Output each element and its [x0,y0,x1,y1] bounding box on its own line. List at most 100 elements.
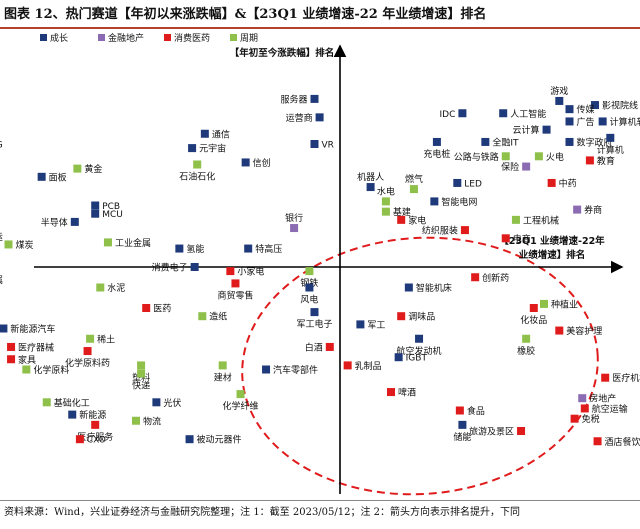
data-point [7,355,16,364]
legend-swatch [164,34,171,41]
data-point [565,117,574,126]
data-point-label: 公路与铁路 [454,151,499,163]
data-point [310,308,319,317]
data-point-label: 家具 [18,354,36,366]
data-point-label: 有色金属 [0,274,3,286]
source-note: 资料来源：Wind，兴业证券经济与金融研究院整理；注 1：截至 2023/05/… [4,507,521,518]
data-point [565,137,574,146]
data-point [290,224,299,233]
data-point [218,361,227,370]
data-point [37,172,46,181]
data-point-label: 影视院线 [602,100,638,112]
data-point [458,420,467,429]
data-point [522,162,531,171]
data-point [198,312,207,321]
data-point [70,217,79,226]
data-point-label: 消费电子 [152,262,188,274]
data-point-label: 物流 [143,415,161,427]
data-point-label: 智能电网 [441,196,477,208]
data-point-label: 橡胶 [517,345,535,357]
legend-label: 成长 [50,32,68,44]
data-point-label: 乳制品 [355,360,382,372]
data-point-label: 教育 [597,155,615,167]
data-point-label: 化学原料药 [65,357,110,369]
data-point-label: 化学纤维 [223,400,259,412]
data-point [152,398,161,407]
data-point [511,215,520,224]
figure-title: 图表 12、热门赛道【年初以来涨跌幅】&【23Q1 业绩增速-22 年业绩增速】… [4,7,487,22]
data-point [591,101,599,110]
chart-legend: 成长 金融地产 消费医药 周期 [40,32,258,44]
source-rule [0,500,640,501]
data-point-label: 化学原料 [33,364,69,376]
scatter-chart: 成长 金融地产 消费医药 周期 【年初至今涨跌幅】排名 【23Q1 业绩增速-22年 … [0,32,640,496]
data-point [570,414,579,423]
data-point [75,435,84,444]
data-point-label: 计算机 [597,144,624,156]
data-point-label: 工业金属 [115,237,151,249]
data-point-label: 人工智能 [510,108,546,120]
data-point [381,197,390,206]
data-point-label: 保险 [501,161,519,173]
data-point [565,105,574,114]
data-point-label: 快递 [132,380,150,392]
data-point [73,164,82,173]
data-point [96,283,105,292]
x-axis-label-line-1: 【23Q1 业绩增速-22年 [499,235,605,247]
data-point [517,427,526,435]
data-point [471,273,480,282]
data-point-label: 医疗机构 [612,372,640,384]
data-point [404,283,413,292]
legend-swatch [40,34,47,41]
data-point-label: 风电 [300,294,318,306]
data-point [453,178,462,187]
data-point-label: 运营商 [286,112,313,124]
data-point [310,140,319,148]
data-point-label: 云计算 [513,124,540,136]
data-point [460,226,469,235]
data-point-label: MCU [102,210,123,220]
data-point-label: 航空运输 [592,403,628,415]
data-point [305,267,314,276]
data-point-label: IDC [440,110,456,120]
data-point-label: 基建 [393,206,411,218]
data-point-label: 广告 [577,116,595,128]
data-point [68,410,77,419]
data-point-label: 医药 [153,304,171,315]
data-point [555,96,564,105]
data-point-label: 汽车零部件 [273,364,318,376]
data-point [606,133,615,142]
legend-label: 周期 [240,33,258,44]
data-point-label: 储能 [453,431,471,443]
data-point-label: 医疗服务 [77,431,113,443]
data-point-label: 券商 [584,204,602,216]
data-point [193,160,202,169]
data-point-label: 化妆品 [520,314,547,326]
data-point [91,420,100,429]
data-point [188,144,197,153]
data-point [137,369,146,378]
data-point [529,304,538,312]
data-point [310,94,319,103]
data-point [137,361,146,370]
title-rule [0,27,640,29]
data-point [231,279,240,288]
data-point-label: 免税 [582,413,600,425]
data-point [142,304,151,312]
data-point-label: 航空发动机 [397,345,442,357]
data-point-label: VR [322,141,334,151]
data-point [86,334,95,343]
data-point-label: 全融IT [492,136,519,148]
data-point-label: 燃气 [405,173,423,185]
data-point [226,267,235,276]
data-point [103,238,112,247]
x-axis-label-line-2: 业绩增速】排名 [519,249,586,261]
data-point [200,129,209,138]
data-point-label: 造纸 [209,311,227,323]
data-point [190,263,199,271]
data-point-label: 纺织服装 [422,225,458,237]
data-point [4,240,13,249]
data-point [430,197,439,206]
data-point [499,109,508,118]
data-point [343,361,352,370]
